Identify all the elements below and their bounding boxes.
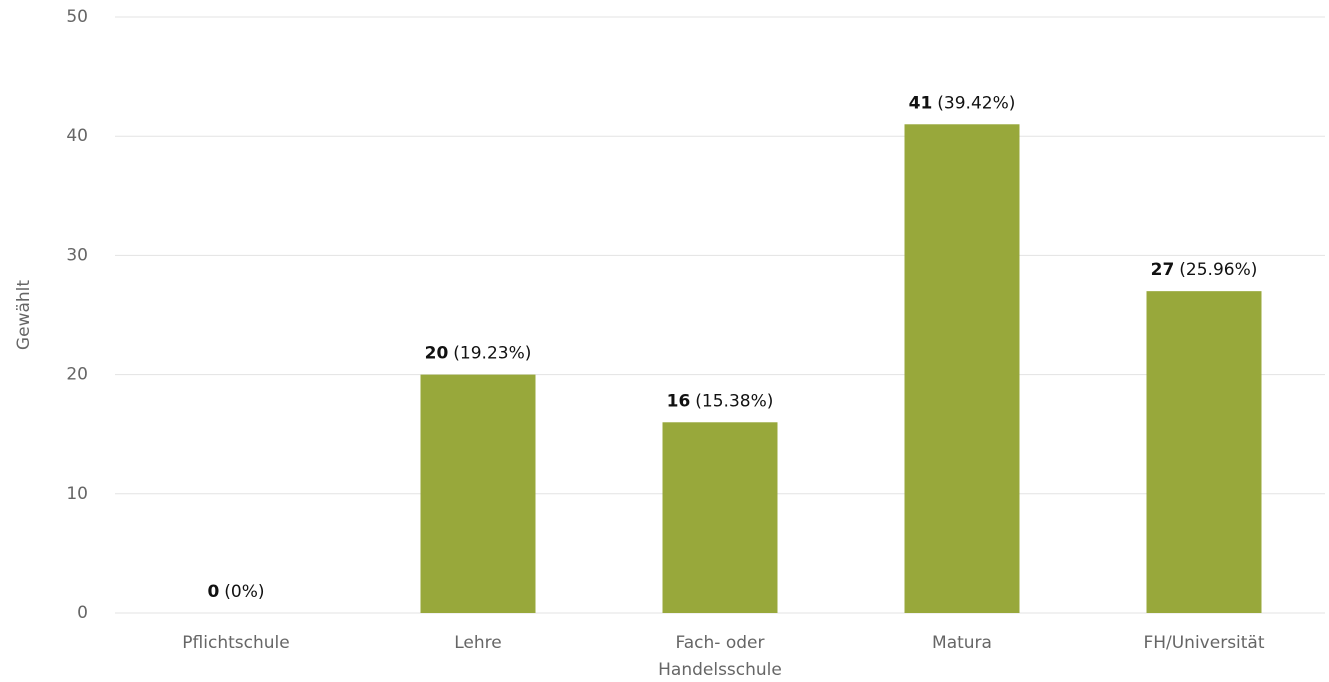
y-tick-label: 10 <box>66 484 88 504</box>
y-axis-label: Gewählt <box>14 280 34 350</box>
bar <box>904 124 1020 613</box>
bar <box>420 374 536 613</box>
data-label-share: (25.96%) <box>1179 260 1257 280</box>
bar <box>1146 291 1262 613</box>
x-tick-label: Fach- oder Handelsschule <box>658 633 782 680</box>
y-tick-label: 30 <box>66 245 88 265</box>
data-label: 27 (25.96%) <box>1151 260 1258 280</box>
x-tick-label: Matura <box>932 633 992 653</box>
data-label: 16 (15.38%) <box>667 391 774 411</box>
x-tick-label: Pflichtschule <box>182 633 290 653</box>
data-label-value: 20 <box>425 344 449 364</box>
bar <box>662 422 778 613</box>
data-label-share: (19.23%) <box>453 344 531 364</box>
y-tick-label: 40 <box>66 126 88 146</box>
y-tick-label: 50 <box>66 7 88 27</box>
data-label-share: (15.38%) <box>695 391 773 411</box>
y-tick-label: 0 <box>77 603 88 623</box>
data-label-share: (0%) <box>224 582 264 602</box>
data-label: 41 (39.42%) <box>909 93 1016 113</box>
y-tick-label: 20 <box>66 365 88 385</box>
data-label-value: 0 <box>207 582 219 602</box>
data-label-value: 16 <box>667 391 691 411</box>
data-label: 0 (0%) <box>207 582 264 602</box>
data-label: 20 (19.23%) <box>425 344 532 364</box>
data-label-value: 27 <box>1151 260 1175 280</box>
x-tick-label: FH/Universität <box>1143 633 1265 653</box>
data-label-share: (39.42%) <box>937 93 1015 113</box>
data-label-value: 41 <box>909 93 933 113</box>
x-tick-label: Lehre <box>454 633 502 653</box>
